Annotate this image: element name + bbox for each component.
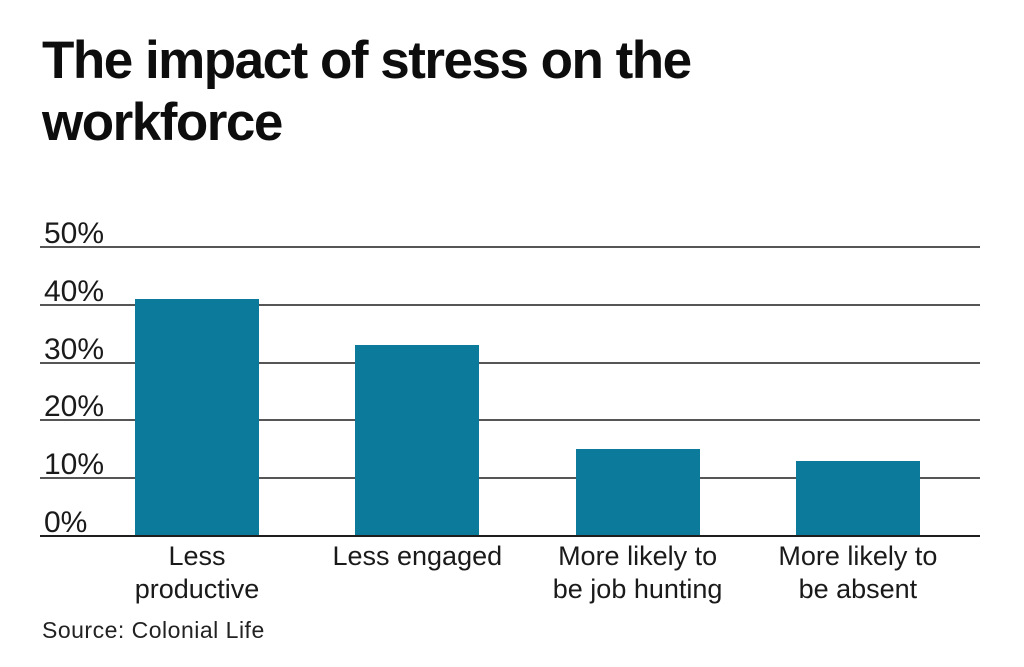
bar-more-likely-to-be-absent: [795, 460, 920, 536]
y-axis-tick-label: 20%: [44, 390, 105, 424]
gridline-40%: [40, 303, 980, 306]
y-axis-tick-label: 30%: [44, 332, 105, 366]
chart-title: The impact of stress on the workforce: [42, 30, 862, 154]
category-label-line: Less engaged: [332, 541, 503, 571]
chart-title-line-1: The impact of stress on the: [42, 31, 692, 90]
category-label-line: More likely to: [558, 541, 718, 571]
bar-more-likely-to-be-job-hunting: [575, 449, 700, 536]
category-label-more-likely-to-be-job-hunting: More likely to be job hunting: [520, 540, 756, 606]
category-label-less-productive: Less productive: [79, 540, 315, 606]
y-axis-tick-label: 0%: [44, 506, 88, 539]
category-label-line: productive: [134, 574, 260, 604]
y-axis-tick-label: 10%: [44, 448, 105, 482]
category-label-line: More likely to: [778, 541, 938, 571]
gridline-20%: [40, 419, 980, 422]
category-label-line: be job hunting: [552, 574, 723, 604]
bar-less-engaged: [355, 345, 480, 536]
bar-less-productive: [135, 299, 259, 536]
category-label-less-engaged: Less engaged: [299, 540, 535, 573]
y-axis-tick-label: 50%: [44, 217, 105, 250]
gridline-10%: [40, 477, 980, 480]
gridline-50%: [40, 246, 980, 248]
chart-title-line-2: workforce: [42, 93, 283, 152]
category-label-line: Less: [168, 541, 226, 571]
category-label-more-likely-to-be-absent: More likely to be absent: [740, 540, 976, 606]
category-label-line: be absent: [798, 574, 918, 604]
source-caption: Source: Colonial Life: [42, 617, 265, 643]
x-axis-baseline: [40, 535, 980, 537]
gridline-30%: [40, 361, 980, 364]
y-axis-tick-label: 40%: [44, 274, 105, 308]
